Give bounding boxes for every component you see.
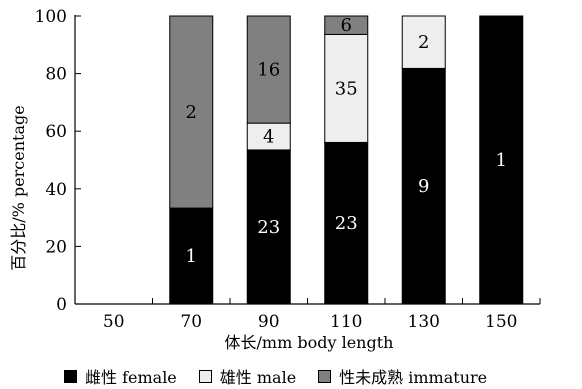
x-tick-label: 90 (258, 312, 280, 332)
legend-label: 雄性 male (219, 368, 297, 387)
stacked-bar-chart: 1 2 23 4 16 23 35 6 9 2 1 0 20 40 60 80 100 50 70 90 110 130… (9, 7, 541, 352)
bar-segment-70-s0 (169, 207, 214, 305)
bar-segment-130-s0 (401, 67, 446, 305)
legend-item: 性未成熟 immature (318, 364, 487, 388)
x-tick-label: 150 (485, 312, 517, 332)
legend-swatch (198, 369, 212, 383)
y-tick-label: 60 (45, 122, 67, 142)
legend-label: 性未成熟 immature (339, 368, 488, 387)
bar-data-label: 23 (257, 217, 280, 238)
x-tick-label: 130 (408, 312, 440, 332)
bars-layer: 1 2 23 4 16 23 35 6 9 2 1 (169, 15, 524, 305)
axes-layer: 0 20 40 60 80 100 50 70 90 110 130 150 (35, 7, 541, 332)
bar-segment-110-s0 (324, 141, 369, 305)
y-axis-label: 百分比/% percentage (9, 105, 28, 270)
x-tick-label: 50 (103, 312, 125, 332)
bar-data-label: 35 (335, 78, 358, 99)
y-tick-label: 80 (45, 65, 67, 85)
bar-data-label: 4 (263, 127, 274, 148)
bar-segment-90-s1 (246, 122, 291, 151)
bar-segment-130-s1 (401, 15, 446, 69)
bar-data-label: 1 (186, 246, 197, 267)
bar-data-label: 2 (186, 102, 197, 123)
legend-swatch (318, 369, 332, 383)
bar-segment-150-s0 (479, 15, 524, 305)
bar-data-label: 2 (418, 32, 429, 53)
legend-swatch (64, 369, 77, 383)
bar-data-label: 16 (257, 60, 280, 81)
bar-segment-110-s1 (324, 33, 369, 143)
y-tick-label: 0 (56, 295, 67, 315)
bar-segment-70-s2 (169, 15, 214, 209)
legend-item: 雄性 male (198, 364, 297, 388)
y-tick-label: 40 (45, 180, 67, 200)
y-tick-label: 20 (45, 237, 67, 257)
x-tick-label: 70 (180, 312, 202, 332)
bar-segment-110-s2 (324, 15, 369, 35)
bar-segment-90-s2 (246, 15, 291, 124)
bar-data-label: 1 (496, 150, 507, 171)
bar-data-label: 9 (418, 176, 429, 197)
legend-label: 雌性 female (85, 368, 177, 387)
legend: 雌性 female 雄性 male 性未成熟 immature (64, 364, 582, 388)
x-axis-label: 体长/mm body length (225, 333, 394, 352)
legend-item: 雌性 female (64, 364, 177, 388)
bar-data-label: 6 (341, 15, 352, 36)
y-tick-label: 100 (35, 7, 67, 27)
bar-data-label: 23 (335, 213, 358, 234)
x-tick-label: 110 (330, 312, 362, 332)
